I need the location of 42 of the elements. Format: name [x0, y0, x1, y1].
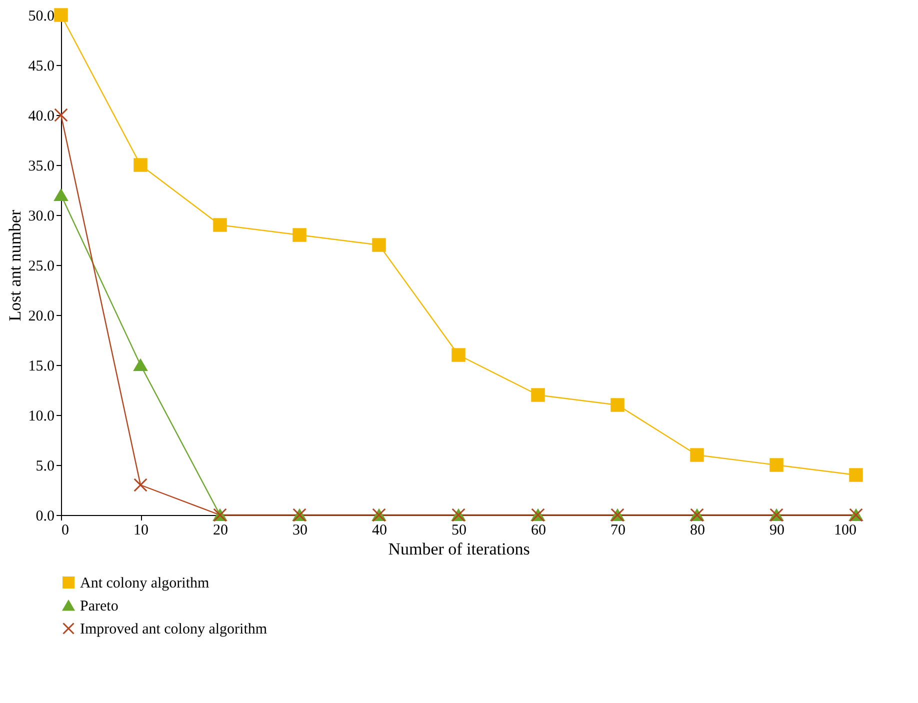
y-tick-label: 20.0 — [28, 308, 54, 324]
point — [690, 448, 704, 462]
x-tick-label: 60 — [531, 522, 546, 538]
y-tick-label: 40.0 — [28, 108, 54, 124]
point — [531, 388, 545, 402]
point — [292, 228, 306, 242]
x-tick-label: 10 — [134, 522, 148, 538]
point — [849, 468, 863, 482]
y-tick-label: 50.0 — [28, 8, 54, 24]
y-tick-label: 5.0 — [36, 458, 54, 474]
x-tick-label: 0 — [62, 522, 69, 538]
point — [452, 348, 466, 362]
point — [134, 478, 148, 492]
y-tick-label: 0.0 — [36, 508, 54, 524]
x-tick-label: 80 — [690, 522, 705, 538]
x-tick-label: 70 — [610, 522, 626, 538]
point — [610, 398, 624, 412]
legend-label: Pareto — [80, 598, 118, 614]
point — [54, 108, 68, 122]
point — [213, 218, 227, 232]
x-tick-label: 100 — [834, 522, 856, 538]
point — [134, 358, 148, 372]
point — [54, 8, 68, 22]
y-tick-label: 30.0 — [28, 208, 54, 224]
x-tick-label: 90 — [770, 522, 784, 538]
y-tick-label: 25.0 — [28, 258, 54, 274]
point — [134, 158, 148, 172]
y-tick-label: 10.0 — [28, 408, 54, 424]
y-axis-title: Lost ant number — [5, 209, 24, 322]
y-tick-label: 35.0 — [28, 158, 54, 174]
point — [770, 458, 784, 472]
x-tick-label: 40 — [372, 522, 387, 538]
x-tick-label: 30 — [292, 522, 308, 538]
x-tick-label: 20 — [213, 522, 228, 538]
point — [54, 188, 68, 202]
x-tick-label: 50 — [452, 522, 466, 538]
y-tick-label: 15.0 — [28, 358, 54, 374]
x-axis-title: Number of iterations — [388, 540, 530, 558]
point — [372, 238, 386, 252]
y-tick-label: 45.0 — [28, 58, 54, 74]
legend-label: Improved ant colony algorithm — [80, 622, 268, 638]
legend-label: Ant colony algorithm — [80, 576, 210, 592]
